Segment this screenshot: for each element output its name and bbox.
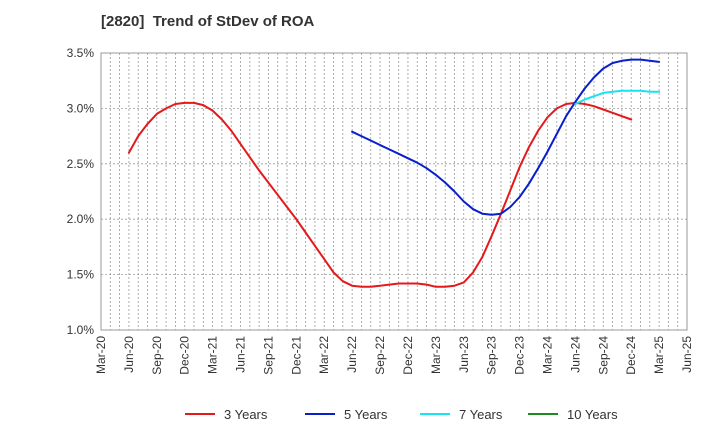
x-axis: Mar-20 Jun-20 Sep-20 Dec-20 Mar-21 Jun-21 Sep-…	[94, 336, 694, 375]
series-line-7-years	[574, 89, 661, 105]
x-tick-label: Jun-21	[234, 336, 248, 373]
x-tick-label: Mar-23	[429, 336, 443, 374]
x-tick-label: Dec-20	[178, 336, 192, 375]
x-tick-label: Sep-24	[596, 336, 610, 375]
legend-label-3-years: 3 Years	[224, 407, 268, 422]
x-tick-label: Jun-23	[457, 336, 471, 373]
x-tick-label: Mar-22	[317, 336, 331, 374]
grid-layer	[101, 53, 687, 330]
x-tick-label: Sep-23	[485, 336, 499, 375]
legend-label-7-years: 7 Years	[459, 407, 503, 422]
series-line-3-years	[127, 101, 633, 288]
y-axis: 1.0% 1.5% 2.0% 2.5% 3.0% 3.5%	[67, 46, 95, 337]
x-tick-label: Sep-20	[150, 336, 164, 375]
chart-title: [2820] Trend of StDev of ROA	[101, 13, 315, 30]
x-tick-label: Dec-22	[401, 336, 415, 375]
legend: 3 Years 5 Years 7 Years 10 Years	[185, 407, 618, 422]
y-tick-label: 2.5%	[67, 157, 95, 171]
series-line-5-years	[351, 58, 661, 216]
y-tick-label: 3.5%	[67, 46, 95, 60]
x-tick-label: Jun-25	[680, 336, 694, 373]
y-tick-label: 2.0%	[67, 212, 95, 226]
y-tick-label: 3.0%	[67, 101, 95, 115]
x-tick-label: Jun-24	[568, 336, 582, 373]
x-tick-label: Jun-22	[345, 336, 359, 373]
x-tick-label: Dec-23	[513, 336, 527, 375]
x-tick-label: Jun-20	[122, 336, 136, 373]
x-tick-label: Mar-24	[540, 336, 554, 374]
legend-label-10-years: 10 Years	[567, 407, 618, 422]
x-tick-label: Mar-20	[94, 336, 108, 374]
x-tick-label: Dec-24	[624, 336, 638, 375]
plot-frame	[100, 52, 688, 331]
x-tick-label: Mar-21	[206, 336, 220, 374]
x-tick-label: Sep-22	[373, 336, 387, 375]
x-tick-label: Sep-21	[261, 336, 275, 375]
legend-label-5-years: 5 Years	[344, 407, 388, 422]
x-tick-label: Dec-21	[289, 336, 303, 375]
x-tick-label: Mar-25	[652, 336, 666, 374]
y-tick-label: 1.5%	[67, 268, 95, 282]
series-lines	[127, 58, 661, 288]
y-tick-label: 1.0%	[67, 323, 95, 337]
